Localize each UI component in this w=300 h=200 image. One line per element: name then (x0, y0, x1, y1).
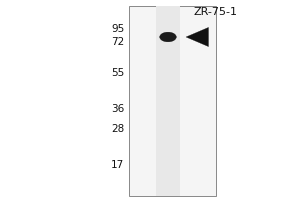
Text: ZR-75-1: ZR-75-1 (194, 7, 238, 17)
Text: 28: 28 (111, 124, 124, 134)
Text: 95: 95 (111, 24, 124, 34)
Polygon shape (186, 27, 208, 47)
Text: 72: 72 (111, 37, 124, 47)
Text: 55: 55 (111, 68, 124, 78)
Ellipse shape (160, 32, 176, 42)
Text: 17: 17 (111, 160, 124, 170)
FancyBboxPatch shape (129, 6, 216, 196)
FancyBboxPatch shape (156, 6, 180, 196)
Text: 36: 36 (111, 104, 124, 114)
